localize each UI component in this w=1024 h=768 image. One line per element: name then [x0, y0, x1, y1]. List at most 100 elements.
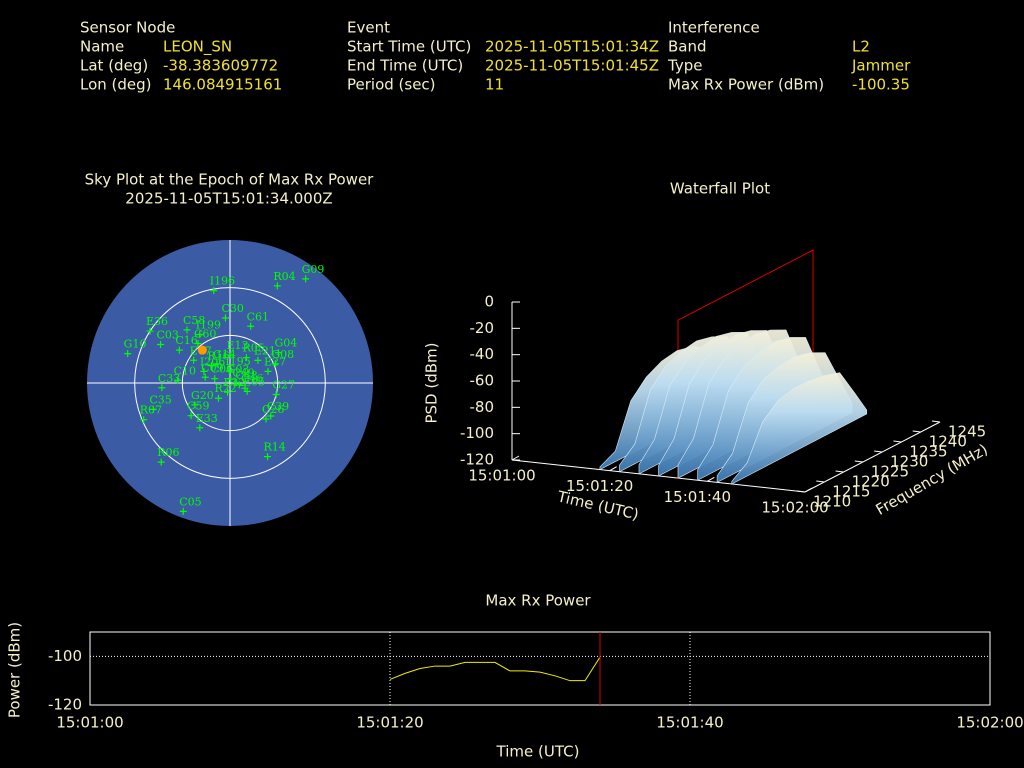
satellite-marker	[179, 507, 187, 515]
satellite-label: G27	[272, 379, 295, 392]
satellite-marker	[243, 387, 251, 395]
satellite-label: G03	[227, 363, 250, 376]
y-tick-label: -100	[48, 647, 82, 665]
field-label: Period (sec)	[347, 76, 436, 94]
field-label: Type	[667, 57, 702, 75]
satellite-label: C58	[183, 314, 205, 327]
satellite-label: C35	[149, 393, 171, 406]
section-title: Event	[347, 19, 390, 37]
satellite-label: C09	[201, 361, 223, 374]
satellite-marker	[149, 405, 157, 413]
plot-frame	[89, 631, 991, 706]
satellite-label: C10	[174, 364, 196, 377]
satellite-label: E21	[254, 344, 276, 357]
field-label: End Time (UTC)	[347, 57, 463, 75]
y-tick	[874, 450, 883, 453]
satellite-label: R22	[215, 382, 237, 395]
y-axis-title: Power (dBm)	[6, 622, 24, 718]
z-axis-title: PSD (dBm)	[423, 342, 441, 423]
satellite-label: C59	[187, 400, 209, 413]
satellite-label: C03	[157, 328, 179, 341]
y-tick	[912, 430, 921, 433]
field-label: Lon (deg)	[80, 76, 152, 94]
satellite-marker	[207, 362, 215, 370]
satellite-marker	[194, 339, 202, 347]
field-value: 146.084915161	[163, 76, 282, 94]
y-tick-label: 1220	[852, 473, 890, 491]
satellite-label: C30	[221, 302, 243, 315]
satellite-marker	[235, 381, 243, 389]
satellite-label: E13	[226, 339, 248, 352]
field-value: LEON_SN	[163, 38, 232, 57]
satellite-label: C05	[179, 495, 201, 508]
field-label: Name	[80, 38, 124, 56]
satellite-marker	[146, 327, 154, 335]
satellite-label: C48	[235, 369, 257, 382]
satellite-label: R04	[273, 270, 295, 283]
y-tick	[893, 440, 902, 443]
z-tick-label: -40	[470, 345, 495, 363]
satellite-label: G09	[302, 263, 325, 276]
satellite-label: R06	[157, 446, 179, 459]
satellite-marker	[271, 360, 279, 368]
y-tick	[931, 420, 941, 423]
z-tick-label: -120	[460, 451, 494, 469]
satellite-marker	[247, 322, 255, 330]
satellite-label: C33	[158, 372, 180, 385]
satellite-label: G14	[213, 348, 236, 361]
satellite-label: E05	[243, 375, 265, 388]
satellite-marker	[196, 424, 204, 432]
y-tick-label: -120	[48, 696, 82, 714]
chart-subtitle: 2025-11-05T15:01:34.000Z	[125, 190, 332, 208]
satellite-marker	[267, 412, 275, 420]
satellite-marker	[262, 415, 270, 423]
satellite-label: C61	[247, 310, 269, 323]
interference-marker	[197, 345, 207, 355]
z-tick-label: -20	[470, 319, 495, 337]
satellite-label: C46	[241, 372, 263, 385]
satellite-marker	[200, 367, 208, 375]
satellite-label: I199	[196, 318, 221, 331]
chart-title: Max Rx Power	[485, 592, 591, 610]
spectrum-slice	[731, 372, 868, 485]
y-tick-label: 1225	[871, 463, 909, 481]
y-tick	[816, 480, 825, 483]
z-tick-label: 0	[484, 293, 494, 311]
x-tick-label: 15:01:00	[468, 467, 535, 485]
y-tick-label: 1210	[813, 493, 851, 511]
satellite-label: E36	[146, 315, 168, 328]
satellite-marker	[215, 394, 223, 402]
satellite-marker	[157, 340, 165, 348]
x-tick	[804, 487, 813, 493]
y-tick-label: 1230	[890, 453, 928, 471]
y-tick-label: 1215	[832, 483, 870, 501]
section-title: Interference	[668, 19, 760, 37]
satellite-marker	[211, 375, 219, 383]
satellite-marker	[227, 375, 235, 383]
satellite-marker	[273, 282, 281, 290]
x-tick	[707, 476, 715, 482]
x-tick-label: 15:01:00	[56, 714, 123, 732]
chart-title: Waterfall Plot	[670, 180, 770, 198]
satellite-marker	[187, 412, 195, 420]
satellite-marker	[254, 356, 262, 364]
field-value: 11	[485, 76, 504, 94]
satellite-marker	[275, 349, 283, 357]
satellite-label: E12	[224, 376, 246, 389]
field-value: 2025-11-05T15:01:34Z	[485, 38, 659, 56]
satellite-marker	[124, 350, 132, 358]
satellite-marker	[302, 275, 310, 283]
satellite-marker	[226, 351, 234, 359]
power-line	[389, 656, 601, 682]
satellite-label: G20	[191, 389, 214, 402]
satellite-label: C26	[262, 403, 284, 416]
satellite-marker	[224, 388, 232, 396]
satellite-label: E33	[196, 412, 218, 425]
satellite-marker	[225, 367, 233, 375]
satellite-marker	[174, 376, 182, 384]
satellite-label: C39	[267, 400, 289, 413]
satellite-marker	[213, 360, 221, 368]
x-tick	[609, 466, 617, 472]
satellite-label: R07	[140, 404, 162, 417]
satellite-label: G04	[275, 337, 298, 350]
